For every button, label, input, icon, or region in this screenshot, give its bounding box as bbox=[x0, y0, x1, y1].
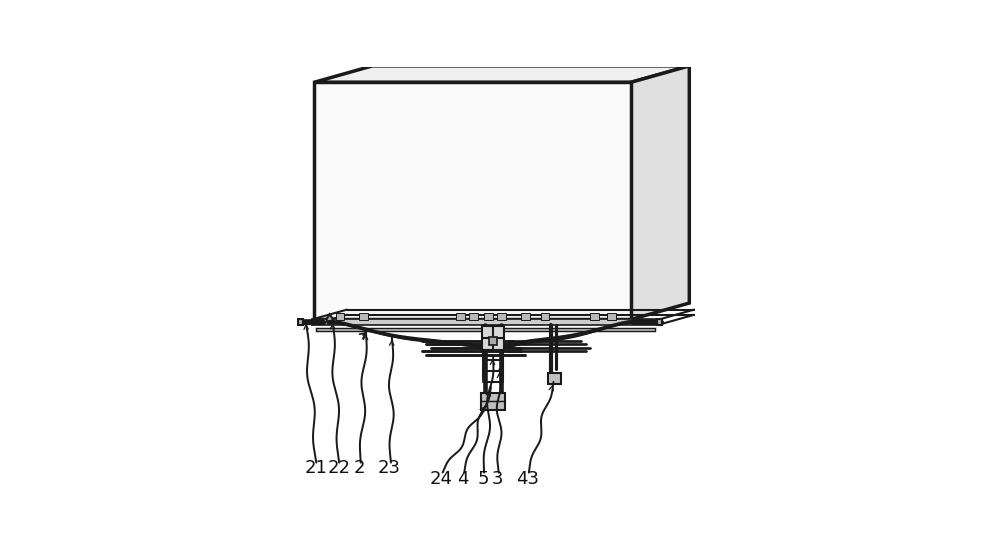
Bar bbox=[481, 393, 505, 410]
Bar bbox=[359, 312, 368, 320]
Text: 2: 2 bbox=[354, 459, 365, 477]
Bar bbox=[548, 374, 561, 384]
Text: 43: 43 bbox=[516, 470, 539, 488]
Bar bbox=[456, 312, 465, 320]
Bar bbox=[312, 319, 659, 325]
Bar bbox=[482, 326, 504, 349]
Bar bbox=[316, 328, 655, 330]
Text: 21: 21 bbox=[305, 459, 328, 477]
Polygon shape bbox=[314, 66, 689, 82]
Text: 23: 23 bbox=[378, 459, 401, 477]
Bar bbox=[469, 312, 478, 320]
Bar bbox=[298, 319, 303, 325]
Polygon shape bbox=[326, 314, 333, 324]
Bar bbox=[484, 312, 493, 320]
Text: 3: 3 bbox=[492, 470, 503, 488]
Bar bbox=[336, 312, 344, 320]
Text: 4: 4 bbox=[457, 470, 469, 488]
Bar bbox=[607, 312, 616, 320]
Bar bbox=[497, 312, 506, 320]
Bar bbox=[489, 337, 497, 346]
Text: 5: 5 bbox=[477, 470, 489, 488]
Bar bbox=[657, 319, 662, 325]
Polygon shape bbox=[314, 82, 631, 319]
Bar bbox=[590, 312, 599, 320]
Bar bbox=[521, 312, 530, 320]
Text: 24: 24 bbox=[430, 470, 453, 488]
Text: 22: 22 bbox=[328, 459, 351, 477]
Bar bbox=[541, 312, 549, 320]
Polygon shape bbox=[631, 66, 689, 319]
